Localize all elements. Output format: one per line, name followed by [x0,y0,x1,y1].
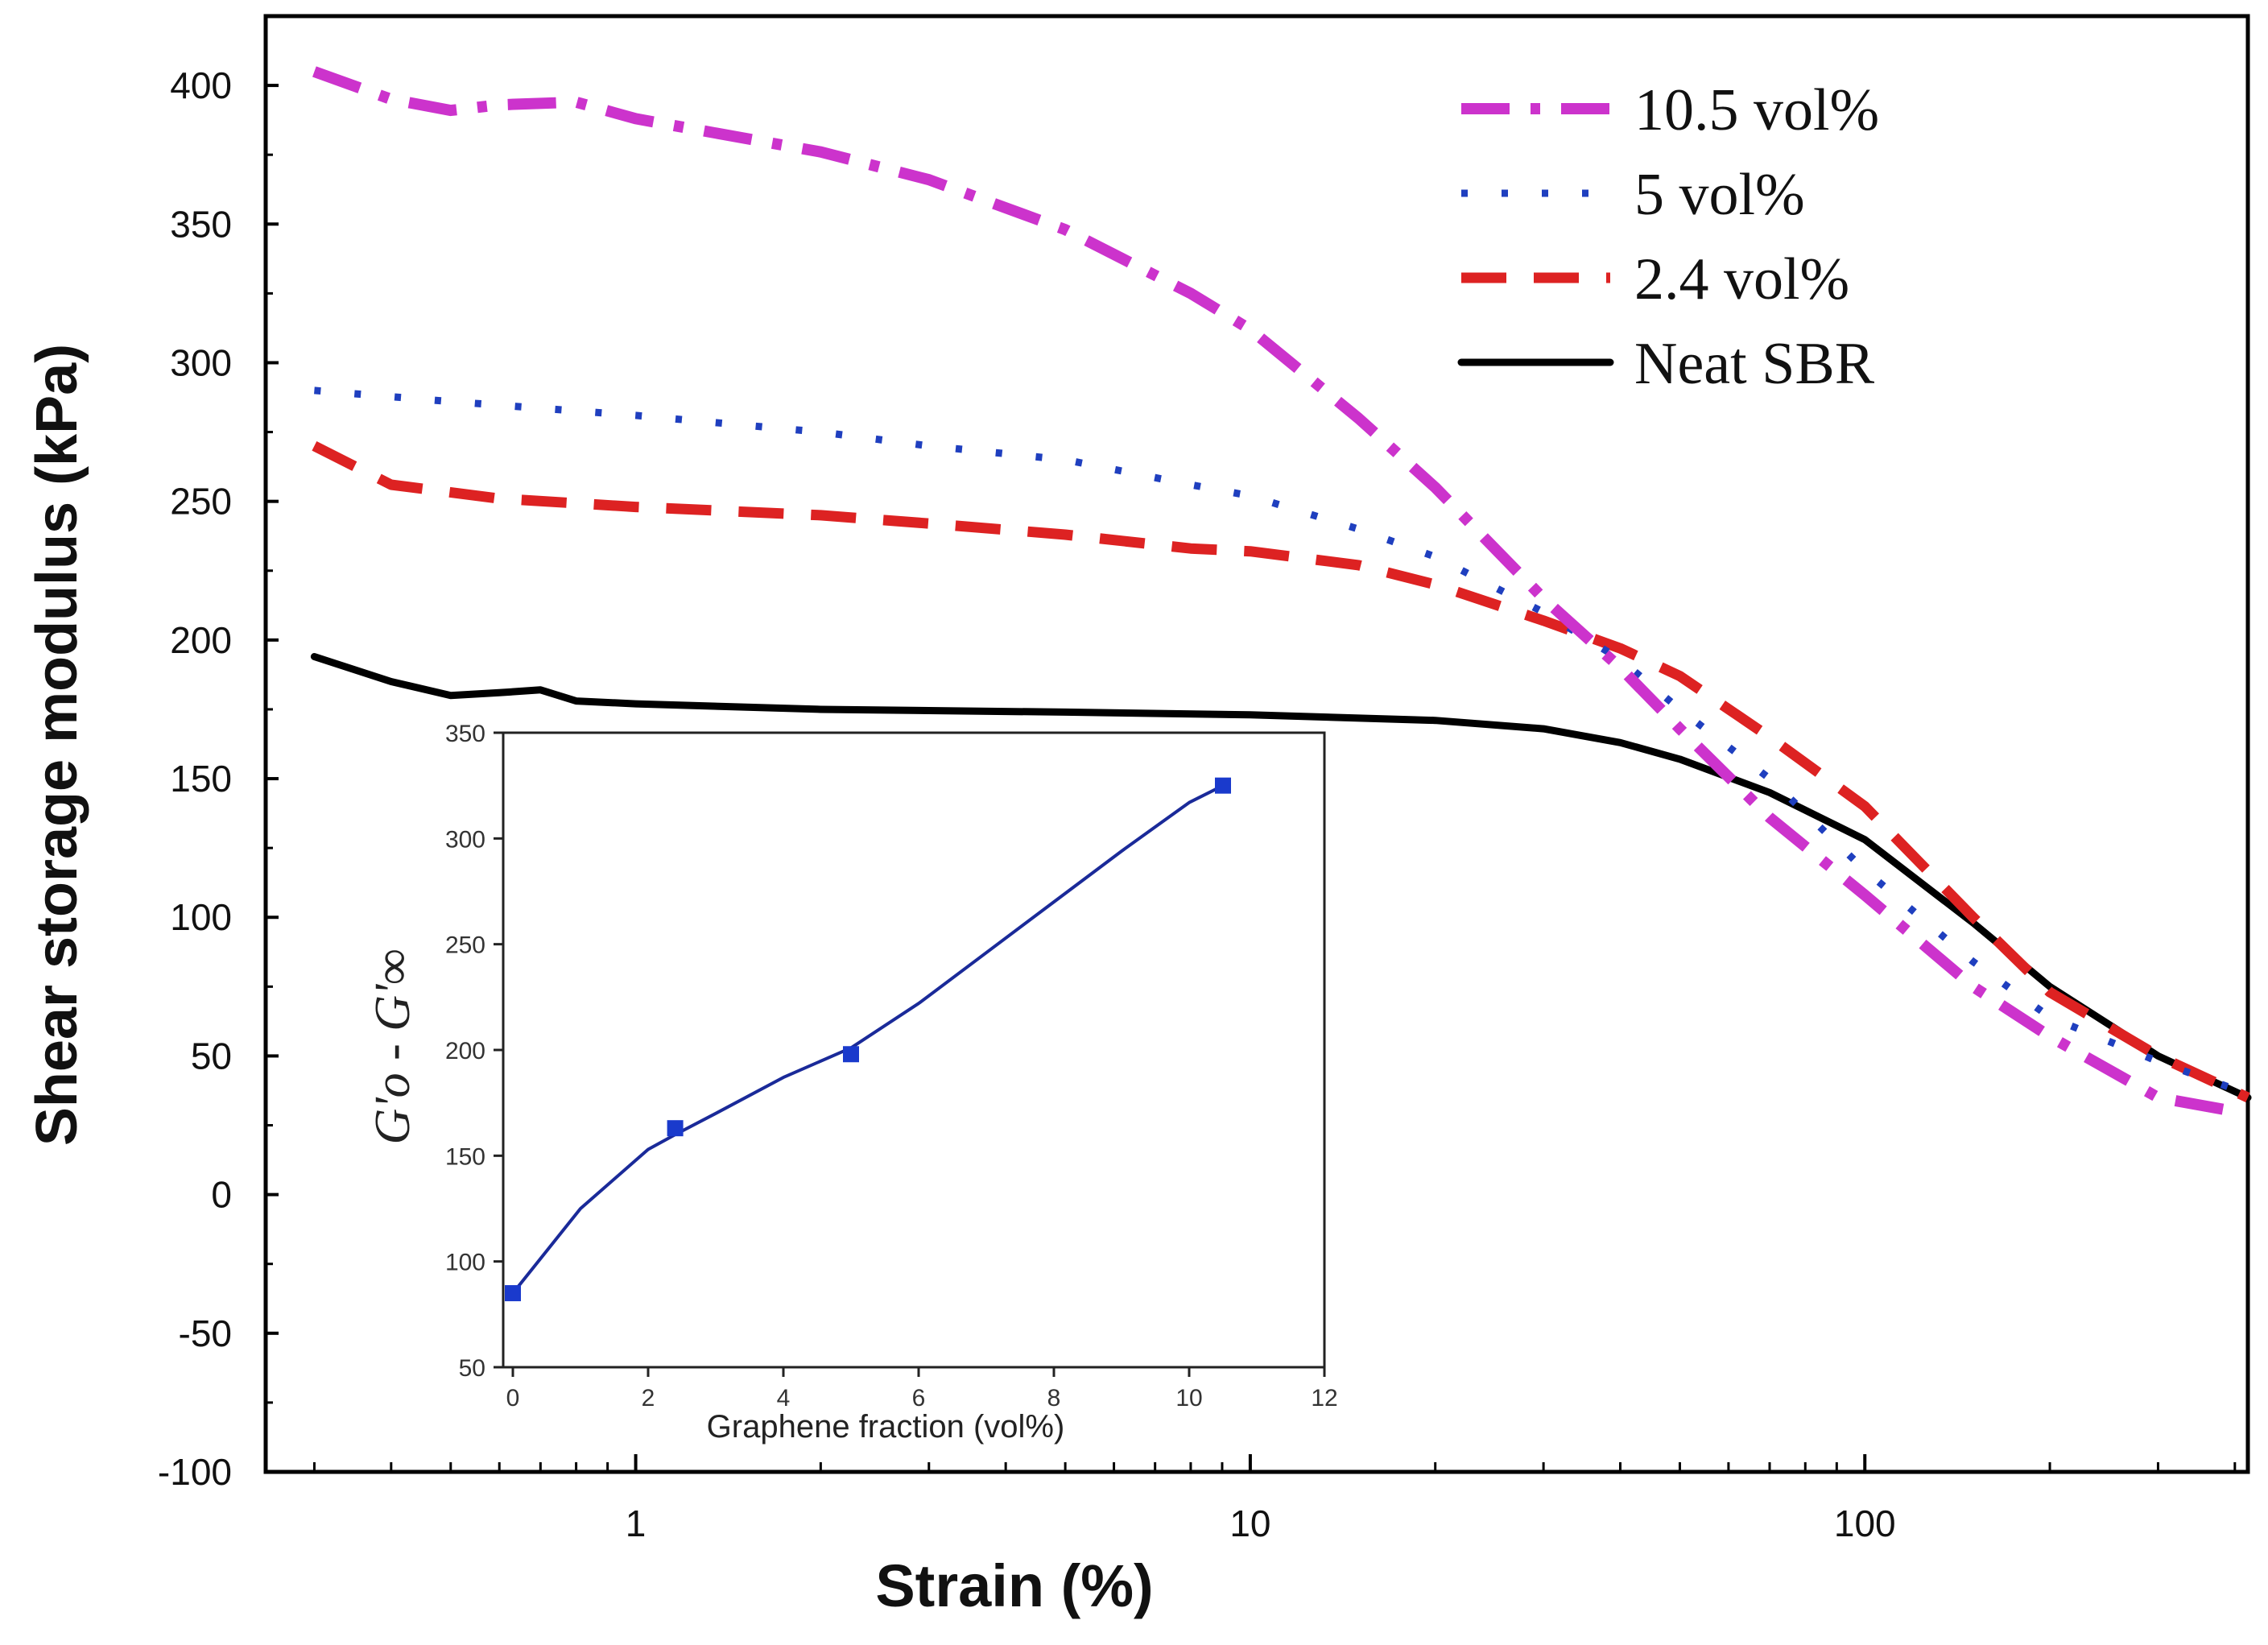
inset-frame [502,731,1326,1369]
inset-data-point [505,1285,521,1302]
inset-fit-line [511,783,1224,1295]
y-tick-label: 150 [170,758,232,800]
legend-label-neat-sbr: Neat SBR [1634,331,1875,397]
x-tick-label: 10 [1229,1502,1270,1544]
y-tick-label: 400 [170,64,232,106]
inset-x-tick-label: 4 [777,1385,791,1411]
inset-x-tick-label: 2 [642,1385,655,1411]
inset-axis-ticks: 50 100 150 200 250 300 350 0 2 4 6 8 10 12 [445,721,1338,1411]
y-tick-label: 100 [170,896,232,938]
inset-y-tick-label: 200 [445,1038,485,1064]
inset-data-point [1215,777,1231,794]
series-line-10-5-vol [312,66,2237,1118]
y-tick-label: 300 [170,341,232,383]
x-tick-label: 100 [1834,1502,1896,1544]
series-line-neat-sbr [310,653,2252,1101]
legend-label-5-vol: 5 vol% [1634,162,1805,228]
inset-x-tick-label: 8 [1047,1385,1061,1411]
inset-x-tick-label: 6 [912,1385,926,1411]
inset-x-axis-title: Graphene fraction (vol%) [707,1409,1065,1445]
x-axis-title: Strain (%) [875,1552,1153,1619]
y-tick-label: 200 [170,619,232,661]
inset-chart: 50 100 150 200 250 300 350 0 2 4 6 8 10 12 Graphene f… [366,721,1338,1445]
inset-y-tick-label: 150 [445,1143,485,1170]
legend: 10.5 vol% 5 vol% 2.4 vol% Neat SBR [1457,77,1879,397]
inset-y-tick-label: 50 [459,1355,485,1382]
series-line-5-vol [314,386,2237,1093]
y-axis-title: Shear storage modulus (kPa) [25,344,89,1146]
x-tick-label: 1 [626,1502,647,1544]
inset-data-point [667,1120,684,1137]
legend-label-2-4-vol: 2.4 vol% [1634,246,1849,312]
series-line-2-4-vol [312,440,2250,1102]
main-series-group [310,66,2252,1118]
inset-y-tick-label: 350 [445,721,485,747]
legend-label-10-5-vol: 10.5 vol% [1634,77,1879,143]
inset-data-point [843,1046,859,1063]
inset-x-tick-label: 0 [506,1385,520,1411]
y-tick-label: 0 [211,1174,232,1216]
y-tick-label: 350 [170,203,232,245]
inset-series-group [505,777,1231,1302]
inset-x-tick-label: 10 [1175,1385,1202,1411]
main-plot-frame [263,14,2250,1474]
inset-y-tick-label: 300 [445,826,485,853]
y-tick-label: -100 [158,1451,232,1493]
inset-y-tick-label: 250 [445,932,485,959]
inset-x-tick-label: 12 [1311,1385,1337,1411]
inset-y-axis-title: G'o - G'∞ [366,949,420,1145]
inset-y-tick-label: 100 [445,1250,485,1276]
y-tick-label: -50 [179,1312,232,1354]
y-tick-label: 250 [170,481,232,523]
y-tick-label: 50 [191,1035,232,1077]
